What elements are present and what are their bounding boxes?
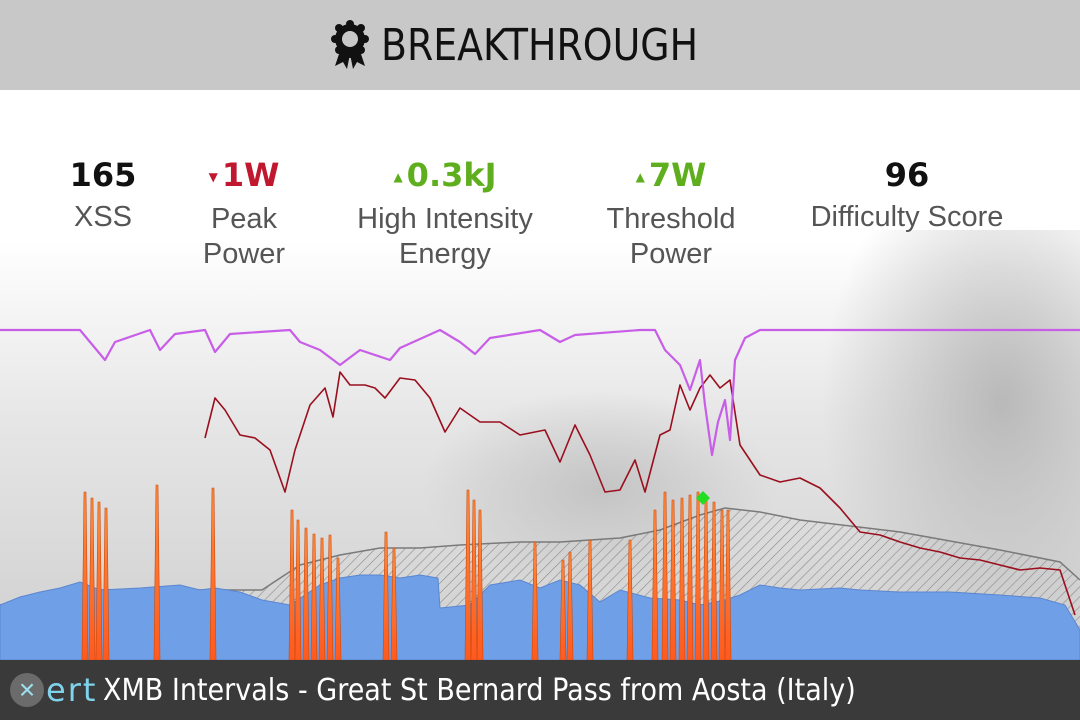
- breakthrough-marker: [696, 491, 710, 505]
- stat-label: Threshold: [606, 203, 736, 235]
- interval-spike: [686, 494, 694, 660]
- stat-value: 96: [884, 156, 930, 194]
- interval-spike: [209, 487, 217, 660]
- footer-bar: × ert XMB Intervals - Great St Bernard P…: [0, 660, 1080, 720]
- breakthrough-group: [696, 491, 710, 505]
- interval-spike: [661, 491, 669, 660]
- power-area: [0, 574, 1080, 660]
- interval-spike: [81, 491, 89, 660]
- stat-value: 165: [69, 156, 137, 194]
- stat-peak-power: ▼ 1W Peak Power: [164, 150, 324, 272]
- interval-spike: [476, 509, 484, 660]
- interval-spike: [288, 509, 296, 660]
- interval-spike: [302, 527, 310, 660]
- interval-spike: [586, 539, 594, 660]
- xert-logo: × ert: [10, 671, 97, 709]
- interval-spike: [669, 499, 677, 660]
- stat-label: High Intensity: [357, 203, 533, 235]
- stat-value-text: 7W: [648, 156, 707, 194]
- interval-spike: [694, 491, 702, 660]
- trend-up-icon: ▲: [393, 170, 403, 184]
- interval-spike: [626, 539, 634, 660]
- interval-spike: [390, 547, 398, 660]
- interval-spike: [382, 531, 390, 660]
- interval-spike: [153, 484, 161, 660]
- workout-chart: [0, 328, 1080, 660]
- stat-value-text: 0.3kJ: [406, 156, 497, 194]
- interval-spike: [651, 509, 659, 660]
- trend-up-icon: ▲: [635, 170, 645, 184]
- threshold-line: [0, 507, 1080, 606]
- interval-spike: [531, 541, 539, 660]
- stat-xss: 165 XSS: [43, 150, 163, 235]
- heart-rate-line: [204, 371, 1076, 616]
- interval-spikes-group: [81, 484, 732, 660]
- stat-value: ▲ 0.3kJ: [335, 150, 555, 202]
- logo-text: ert: [46, 671, 98, 709]
- stat-high-intensity-energy: ▲ 0.3kJ High Intensity Energy: [335, 150, 555, 272]
- interval-spike: [566, 551, 574, 660]
- interval-spike: [95, 501, 103, 660]
- power-area-group: [0, 574, 1080, 660]
- trend-down-icon: ▼: [208, 170, 218, 184]
- stat-label-2: Energy: [399, 238, 491, 270]
- stat-label: Difficulty Score: [810, 201, 1004, 233]
- interval-spike: [559, 559, 567, 660]
- stat-label-2: Power: [202, 238, 286, 270]
- ribbon-badge-icon: [330, 20, 369, 69]
- header-bar: BREAKTHROUGH: [0, 0, 1080, 90]
- stat-threshold-power: ▲ 7W Threshold Power: [586, 150, 756, 272]
- interval-spike: [334, 557, 342, 660]
- page-title: BREAKTHROUGH: [380, 19, 698, 71]
- interval-spike: [310, 533, 318, 660]
- stat-label: XSS: [73, 201, 133, 233]
- interval-spike: [464, 489, 472, 660]
- stat-label: Peak: [210, 203, 278, 235]
- stats-row: 165 XSS ▼ 1W Peak Power ▲ 0.3kJ High Inten…: [0, 150, 1080, 290]
- logo-mark-icon: ×: [10, 673, 44, 707]
- interval-spike: [470, 499, 478, 660]
- interval-spike: [678, 497, 686, 660]
- stat-value: ▼ 1W: [164, 150, 324, 202]
- mpa-line: [0, 328, 1080, 457]
- workout-name: XMB Intervals - Great St Bernard Pass fr…: [103, 672, 857, 708]
- interval-spike: [724, 509, 732, 660]
- stat-difficulty-score: 96 Difficulty Score: [792, 150, 1022, 235]
- stat-value-text: 1W: [221, 156, 280, 194]
- interval-spike: [718, 509, 726, 660]
- stat-label-2: Power: [629, 238, 713, 270]
- mpa-group: [0, 328, 1080, 457]
- interval-spike: [710, 501, 718, 660]
- interval-spike: [318, 537, 326, 660]
- interval-spike: [88, 497, 96, 660]
- stat-value: ▲ 7W: [586, 150, 756, 202]
- interval-spike: [326, 534, 334, 660]
- interval-spike: [102, 507, 110, 660]
- interval-spike: [294, 519, 302, 660]
- heart-rate-group: [204, 371, 1076, 616]
